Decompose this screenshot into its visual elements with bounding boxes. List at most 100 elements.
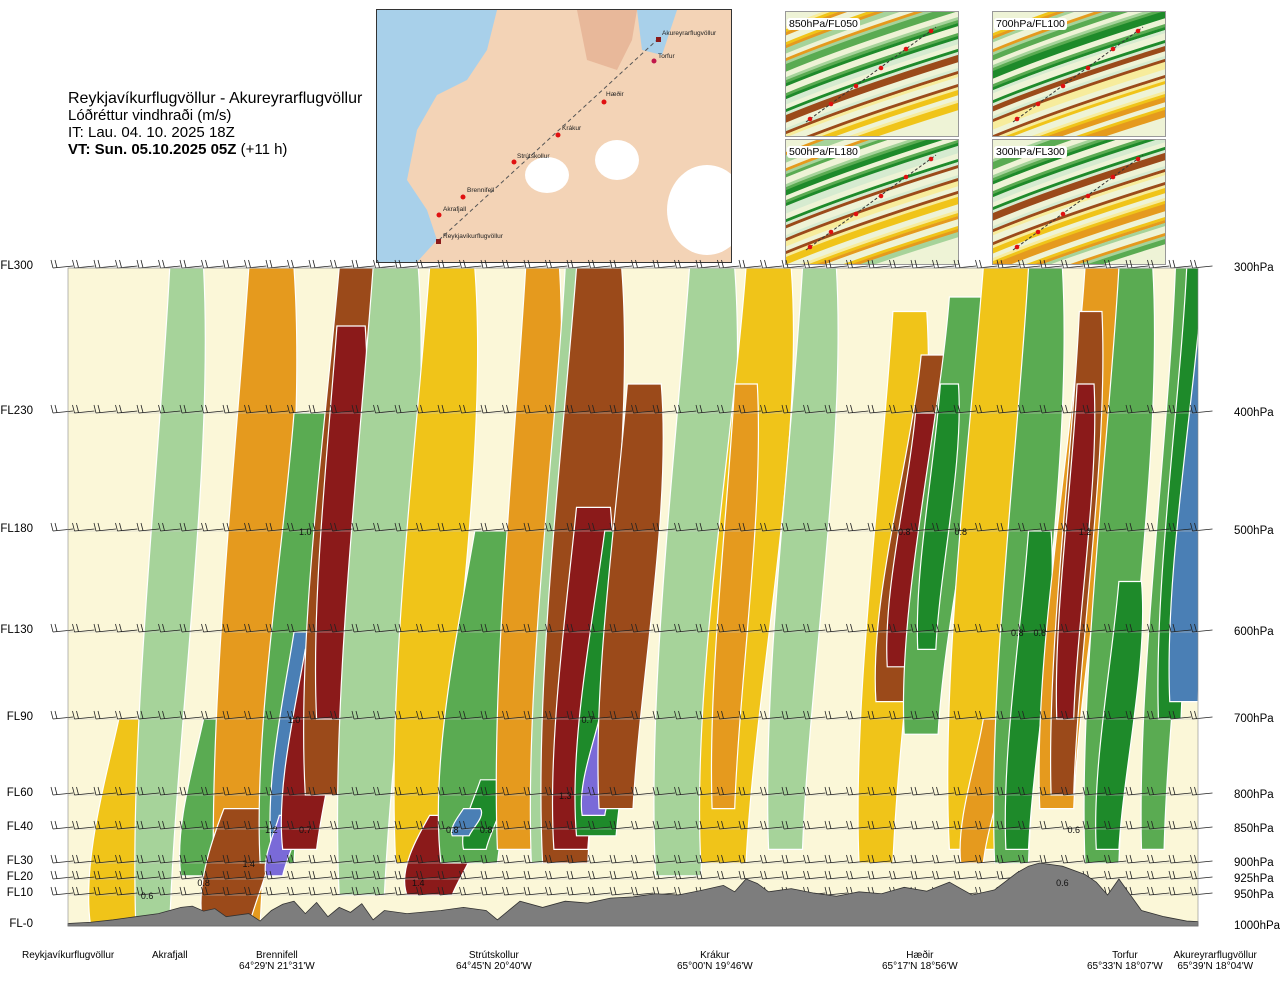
- wind-barb: [889, 820, 912, 830]
- panel-500hpa[interactable]: 500hPa/FL180: [785, 139, 959, 265]
- panel-700hpa[interactable]: 700hPa/FL100: [992, 11, 1166, 137]
- wind-barb: [416, 259, 439, 269]
- wind-barb: [330, 886, 353, 896]
- wind-barb: [437, 710, 461, 720]
- wind-barb: [824, 259, 848, 269]
- wind-barb: [1190, 854, 1213, 864]
- wind-barb: [502, 870, 525, 880]
- wind-barb: [50, 886, 74, 896]
- wind-barb: [201, 710, 224, 720]
- wind-barb: [695, 854, 719, 864]
- wind-barb: [803, 623, 826, 633]
- wind-barb: [1061, 820, 1084, 830]
- wind-barb: [975, 623, 998, 633]
- y-tick-fl230: FL230: [0, 405, 33, 417]
- wind-barb: [502, 786, 525, 796]
- wind-barb: [459, 623, 482, 633]
- wind-barb: [330, 404, 353, 414]
- wind-barb: [136, 786, 160, 796]
- wind-barb: [1190, 404, 1213, 414]
- panel-850hpa[interactable]: 850hPa/FL050: [785, 11, 959, 137]
- wind-barb: [609, 259, 633, 269]
- wind-barb: [179, 522, 203, 532]
- wind-barb: [652, 786, 676, 796]
- wind-barb: [760, 259, 783, 269]
- wind-barb: [287, 854, 310, 864]
- wind-barb: [373, 886, 396, 896]
- wind-barb: [1190, 710, 1213, 720]
- velocity-contour-down-1: [134, 268, 206, 926]
- route-map-svg: Akureyrarflugvöllur Torfur Hæðir Krákur …: [377, 10, 731, 262]
- waypoint-haedir: [601, 99, 607, 105]
- wind-barb: [738, 404, 762, 414]
- wind-barb: [373, 870, 396, 880]
- y-tick-fl40: FL40: [6, 821, 33, 833]
- wind-barb: [115, 786, 138, 796]
- wind-barb: [824, 854, 848, 864]
- map-label-reykjavik: Reykjavíkurflugvöllur: [443, 233, 504, 240]
- wind-barb: [1125, 820, 1149, 830]
- wind-barb: [846, 522, 869, 532]
- wind-barb: [717, 820, 740, 830]
- wind-barb: [1104, 854, 1127, 864]
- wind-barb: [502, 710, 525, 720]
- wind-barb: [136, 886, 160, 896]
- wind-barb: [824, 710, 848, 720]
- wind-barb: [502, 522, 525, 532]
- wind-barb: [523, 623, 547, 633]
- wind-barb: [996, 259, 1020, 269]
- extreme-label-4: 1.4: [243, 859, 256, 869]
- wind-barb: [717, 404, 740, 414]
- wind-barb: [803, 786, 826, 796]
- wind-barb: [1018, 854, 1041, 864]
- wind-barb: [910, 820, 934, 830]
- wind-barb: [179, 259, 203, 269]
- wind-barb: [846, 854, 869, 864]
- wind-barb: [179, 870, 203, 880]
- x-station-7: Akureyrarflugvöllur 65°39'N 18°04'W: [1173, 950, 1257, 972]
- wind-barb: [889, 259, 912, 269]
- wind-barb: [72, 886, 95, 896]
- panel-700hpa-map: [993, 12, 1165, 136]
- wind-barb: [351, 623, 375, 633]
- waypoint-akrafjall: [436, 212, 442, 218]
- map-label-krakur: Krákur: [562, 125, 582, 132]
- wind-barb: [287, 870, 310, 880]
- panel-850hpa-map: [786, 12, 958, 136]
- wind-barb: [115, 886, 138, 896]
- wind-barb: [566, 623, 590, 633]
- wind-barb: [738, 710, 762, 720]
- wind-barb: [674, 404, 697, 414]
- wind-barb: [308, 404, 332, 414]
- wind-barb: [996, 522, 1020, 532]
- wind-barb: [781, 854, 805, 864]
- wind-barb: [1168, 404, 1192, 414]
- wind-barb: [932, 786, 955, 796]
- wind-barb: [179, 786, 203, 796]
- wind-barb: [803, 259, 826, 269]
- wind-barb: [803, 854, 826, 864]
- wind-barb: [222, 259, 246, 269]
- wind-barb: [244, 259, 267, 269]
- wind-barb: [1082, 854, 1106, 864]
- wind-barb: [545, 623, 568, 633]
- y-tick-300hpa: 300hPa: [1234, 262, 1274, 274]
- wind-barb: [588, 623, 611, 633]
- wind-barb: [652, 259, 676, 269]
- wind-barb: [201, 786, 224, 796]
- wind-barb: [975, 404, 998, 414]
- wind-barb: [1147, 710, 1170, 720]
- panel-500hpa-map: [786, 140, 958, 264]
- map-label-akrafjall: Akrafjall: [443, 206, 467, 213]
- wind-barb: [975, 820, 998, 830]
- terrain-profile: [67, 862, 1199, 927]
- extreme-label-11: 0.7: [582, 715, 595, 725]
- extreme-label-18: 0.6: [1056, 878, 1069, 888]
- extreme-label-10: 1.3: [559, 791, 572, 801]
- wind-barb: [867, 854, 891, 864]
- wind-barb: [480, 623, 504, 633]
- map-label-torfur: Torfur: [658, 53, 675, 60]
- wind-barb: [1104, 786, 1127, 796]
- wind-barb: [652, 710, 676, 720]
- wind-barb: [781, 820, 805, 830]
